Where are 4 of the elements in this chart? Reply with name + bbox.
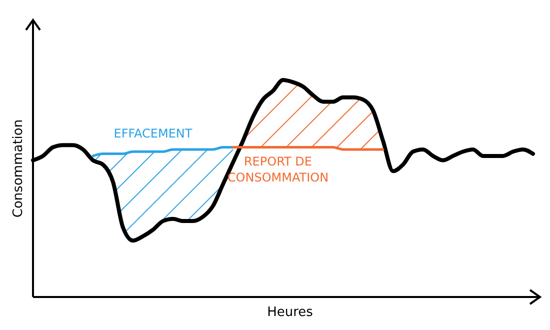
annotation: EFFACEMENT	[114, 126, 193, 140]
x-axis-title: Heures	[267, 305, 314, 320]
annotation: REPORT DE CONSOMMATION	[227, 154, 329, 184]
y-axis-title: Consommation	[11, 119, 26, 218]
